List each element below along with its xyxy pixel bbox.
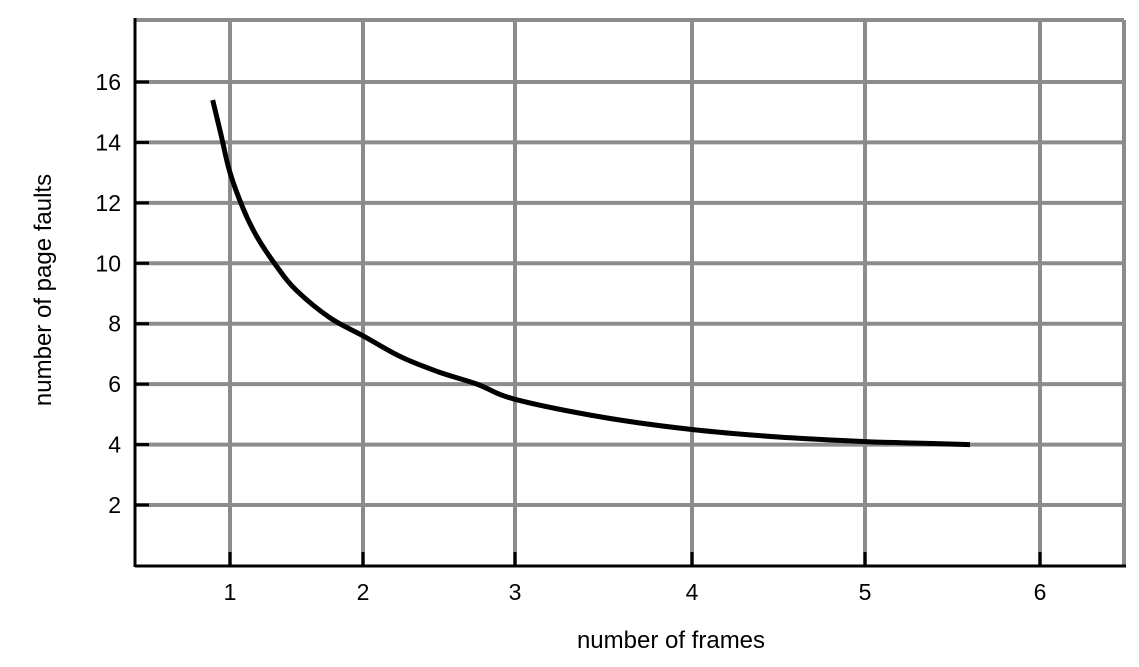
y-tick-label-10: 10: [95, 250, 121, 276]
axes: [133, 18, 1126, 568]
y-tick-label-8: 8: [108, 311, 121, 337]
y-tick-label-16: 16: [95, 69, 121, 95]
x-tick-label-6: 6: [1034, 579, 1047, 605]
y-tick-label-12: 12: [95, 190, 121, 216]
x-tick-label-5: 5: [859, 579, 872, 605]
x-tick-label-1: 1: [224, 579, 237, 605]
x-axis-label: number of frames: [577, 627, 765, 654]
y-tick-label-6: 6: [108, 371, 121, 397]
y-tick-label-14: 14: [95, 129, 121, 155]
grid-lines: [135, 18, 1126, 566]
x-tick-label-2: 2: [357, 579, 370, 605]
x-tick-label-4: 4: [686, 579, 699, 605]
series-layer: [210, 99, 971, 448]
series-line-0: [210, 99, 971, 448]
y-tick-label-2: 2: [108, 492, 121, 518]
x-tick-label-3: 3: [509, 579, 522, 605]
y-tick-label-4: 4: [108, 432, 121, 458]
y-axis-label: number of page faults: [30, 174, 57, 406]
